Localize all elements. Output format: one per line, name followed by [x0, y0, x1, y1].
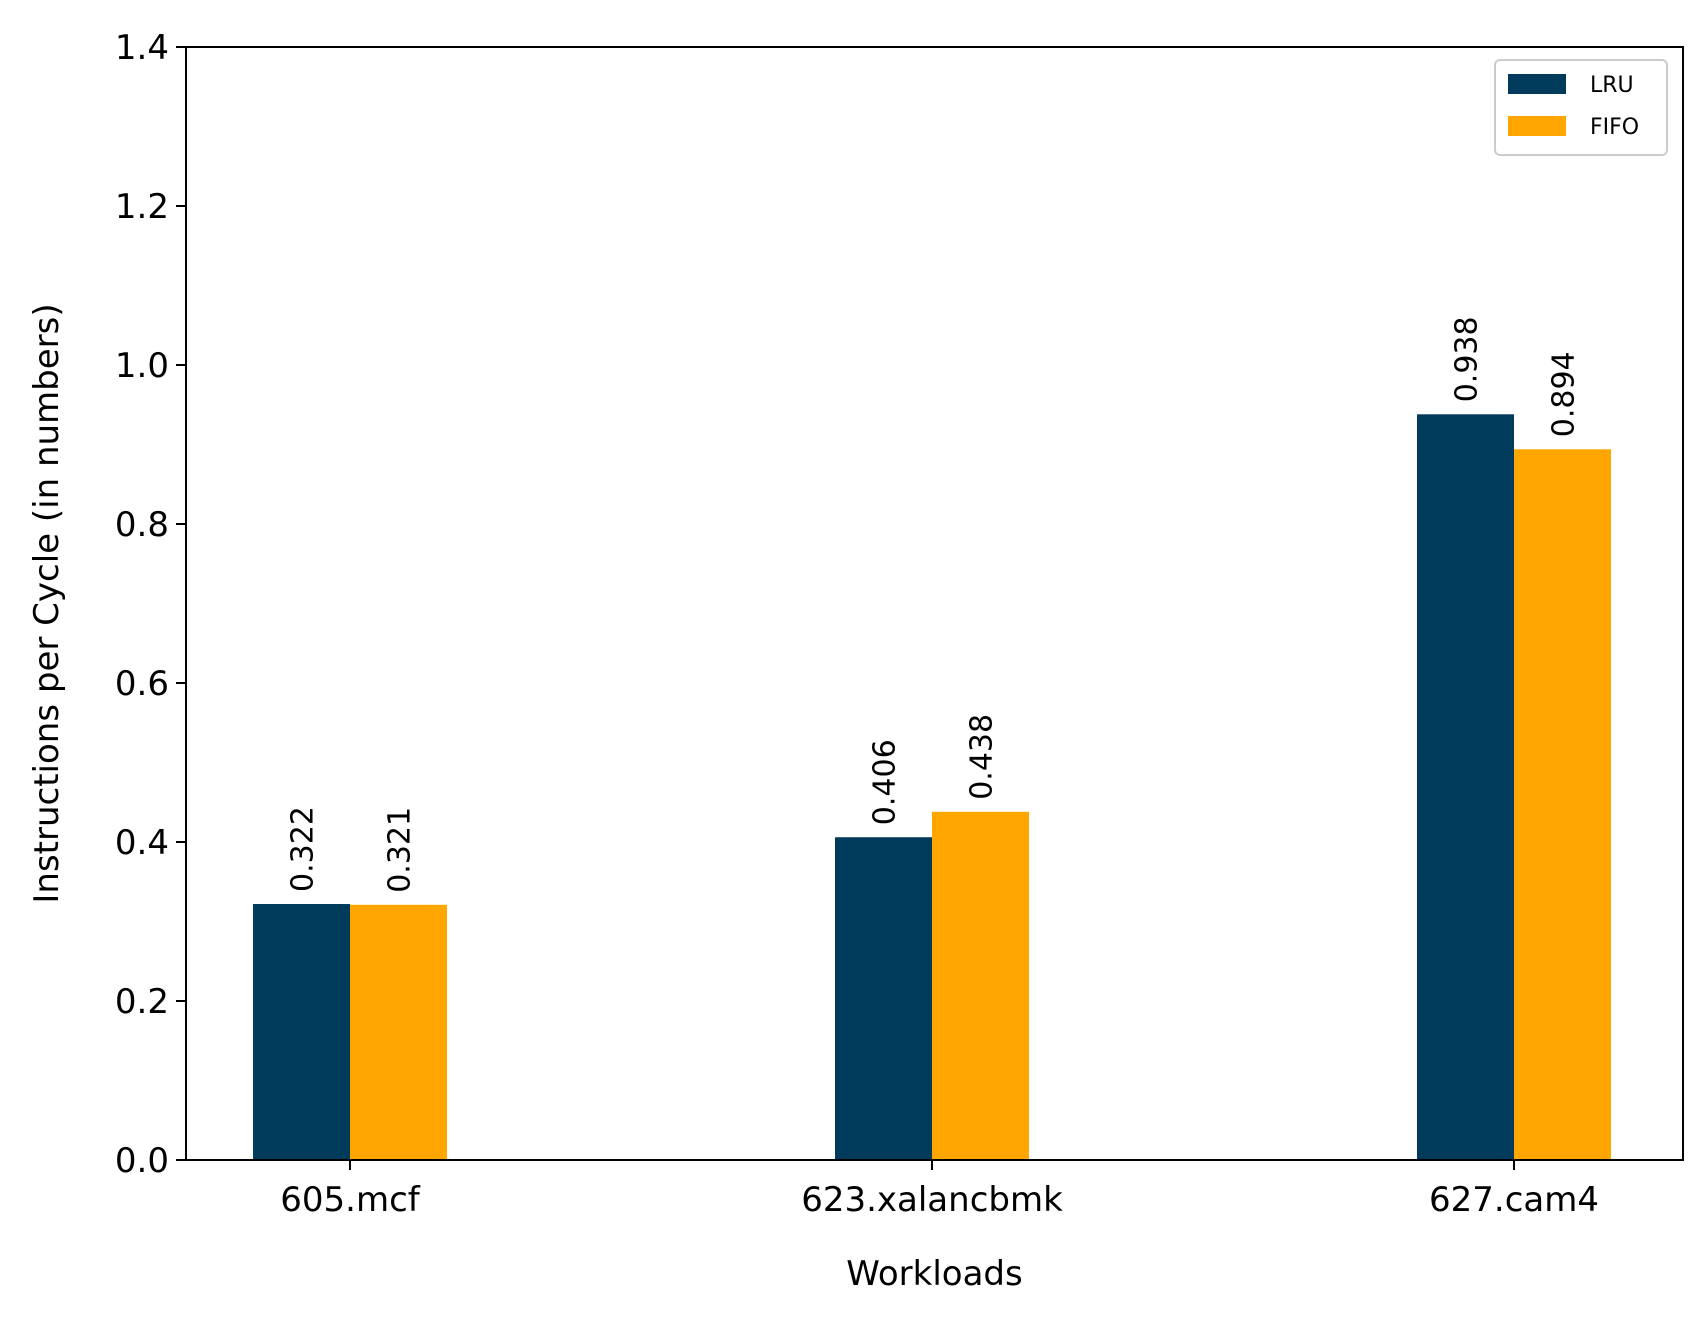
x-axis-title: Workloads [846, 1254, 1022, 1294]
data-label-fifo-0: 0.321 [383, 807, 418, 893]
bar-fifo-0 [350, 904, 447, 1160]
data-label-lru-0: 0.322 [286, 806, 321, 892]
bar-lru-1 [835, 837, 932, 1160]
bar-lru-2 [1417, 414, 1514, 1160]
y-tick-label: 1.0 [115, 346, 169, 386]
bar-fifo-2 [1514, 449, 1611, 1160]
bars-layer [253, 414, 1611, 1160]
y-tick-label: 0.2 [115, 982, 169, 1022]
x-tick-label: 623.xalancbmk [801, 1180, 1063, 1220]
x-axis: 605.mcf 623.xalancbmk 627.cam4 [280, 1160, 1599, 1220]
data-label-lru-2: 0.938 [1450, 316, 1485, 402]
y-axis: 0.0 0.2 0.4 0.6 0.8 1.0 1.2 1.4 [115, 28, 186, 1181]
x-tick-label: 605.mcf [280, 1180, 421, 1220]
legend-label-lru: LRU [1590, 73, 1634, 98]
legend-swatch-lru [1508, 74, 1566, 94]
plot-frame [185, 46, 1684, 1161]
y-tick-label: 0.0 [115, 1141, 169, 1181]
y-tick-label: 1.2 [115, 187, 169, 227]
y-tick-label: 0.8 [115, 505, 169, 545]
data-labels-layer: 0.322 0.406 0.938 0.321 0.438 0.894 [286, 316, 1582, 892]
data-label-fifo-1: 0.438 [965, 714, 1000, 800]
bar-lru-0 [253, 904, 350, 1160]
x-tick-label: 627.cam4 [1429, 1180, 1599, 1220]
y-tick-label: 1.4 [115, 28, 169, 68]
legend-label-fifo: FIFO [1590, 115, 1639, 140]
legend: LRU FIFO [1494, 59, 1668, 156]
data-label-fifo-2: 0.894 [1547, 351, 1582, 437]
y-tick-label: 0.4 [115, 823, 169, 863]
y-axis-title: Instructions per Cycle (in numbers) [27, 303, 67, 903]
bar-fifo-1 [932, 811, 1029, 1160]
y-tick-label: 0.6 [115, 664, 169, 704]
legend-swatch-fifo [1508, 116, 1566, 136]
data-label-lru-1: 0.406 [868, 739, 903, 825]
